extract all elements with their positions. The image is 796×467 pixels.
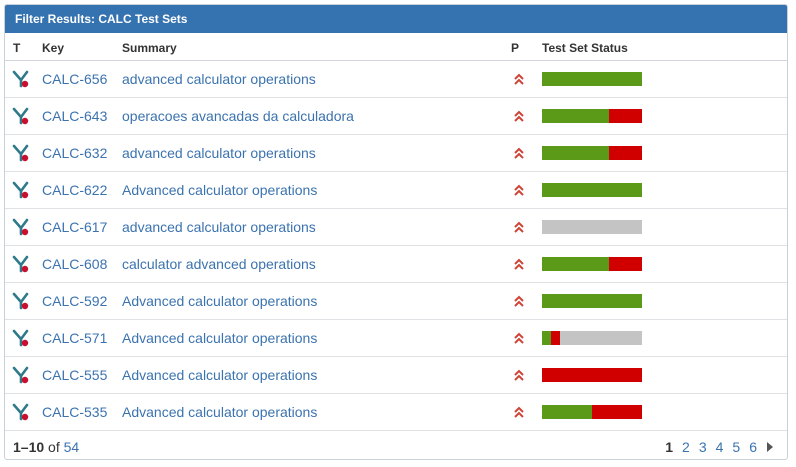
status-segment-green — [542, 294, 642, 308]
issue-summary-link[interactable]: advanced calculator operations — [122, 219, 316, 235]
priority-high-icon — [513, 405, 525, 419]
test-set-icon — [12, 366, 30, 384]
table-row: CALC-632 advanced calculator operations — [5, 135, 787, 172]
test-set-status-bar[interactable] — [542, 294, 642, 308]
test-set-icon — [12, 107, 30, 125]
priority-high-icon — [513, 368, 525, 382]
test-set-icon — [12, 329, 30, 347]
issue-key-link[interactable]: CALC-592 — [42, 293, 108, 309]
status-segment-green — [542, 109, 609, 123]
col-header-priority[interactable]: P — [511, 41, 520, 55]
priority-high-icon — [513, 331, 525, 345]
status-segment-red — [609, 146, 642, 160]
issue-key-link[interactable]: CALC-632 — [42, 145, 108, 161]
table-row: CALC-571 Advanced calculator operations — [5, 320, 787, 357]
table-row: CALC-535 Advanced calculator operations — [5, 394, 787, 431]
priority-high-icon — [513, 183, 525, 197]
status-segment-green — [542, 72, 642, 86]
table-row: CALC-643 operacoes avancadas da calculado… — [5, 98, 787, 135]
test-set-status-bar[interactable] — [542, 146, 642, 160]
issue-key-link[interactable]: CALC-608 — [42, 256, 108, 272]
status-segment-green — [542, 257, 609, 271]
issue-key-link[interactable]: CALC-617 — [42, 219, 108, 235]
test-set-icon — [12, 403, 30, 421]
result-total[interactable]: 54 — [63, 439, 80, 455]
status-segment-red — [542, 368, 642, 382]
col-header-summary[interactable]: Summary — [122, 41, 177, 55]
page-link[interactable]: 4 — [715, 439, 724, 455]
test-set-status-bar[interactable] — [542, 220, 642, 234]
priority-high-icon — [513, 72, 525, 86]
column-headers: T Key Summary P Test Set Status — [5, 33, 787, 61]
result-range: 1–10 — [13, 439, 45, 455]
test-set-status-bar[interactable] — [542, 183, 642, 197]
issue-key-link[interactable]: CALC-571 — [42, 330, 108, 346]
status-segment-red — [592, 405, 642, 419]
issue-summary-link[interactable]: Advanced calculator operations — [122, 404, 318, 420]
issue-summary-link[interactable]: advanced calculator operations — [122, 145, 316, 161]
page-link[interactable]: 5 — [732, 439, 741, 455]
issue-summary-link[interactable]: Advanced calculator operations — [122, 293, 318, 309]
test-set-icon — [12, 144, 30, 162]
col-header-type[interactable]: T — [13, 41, 21, 55]
page-current: 1 — [665, 439, 674, 455]
status-segment-green — [542, 405, 592, 419]
issue-key-link[interactable]: CALC-643 — [42, 108, 108, 124]
issue-summary-link[interactable]: calculator advanced operations — [122, 256, 316, 272]
issue-key-link[interactable]: CALC-535 — [42, 404, 108, 420]
status-segment-green — [542, 331, 551, 345]
issue-key-link[interactable]: CALC-656 — [42, 71, 108, 87]
next-page-icon[interactable] — [767, 442, 773, 452]
status-segment-green — [542, 183, 642, 197]
col-header-status[interactable]: Test Set Status — [542, 41, 628, 55]
test-set-status-bar[interactable] — [542, 368, 642, 382]
status-segment-grey — [560, 331, 642, 345]
status-segment-red — [609, 109, 642, 123]
filter-results-gadget: Filter Results: CALC Test Sets T Key Sum… — [4, 4, 788, 460]
test-set-status-bar[interactable] — [542, 72, 642, 86]
test-set-icon — [12, 292, 30, 310]
test-set-status-bar[interactable] — [542, 109, 642, 123]
table-row: CALC-622 Advanced calculator operations — [5, 172, 787, 209]
issue-summary-link[interactable]: advanced calculator operations — [122, 71, 316, 87]
priority-high-icon — [513, 146, 525, 160]
pagination: 1 2 3 4 5 6 — [656, 439, 757, 455]
status-segment-green — [542, 146, 609, 160]
test-set-status-bar[interactable] — [542, 331, 642, 345]
test-set-icon — [12, 218, 30, 236]
gadget-title: Filter Results: CALC Test Sets — [5, 5, 787, 33]
col-header-key[interactable]: Key — [42, 41, 65, 55]
test-set-icon — [12, 255, 30, 273]
priority-high-icon — [513, 109, 525, 123]
issue-summary-link[interactable]: operacoes avancadas da calculadora — [122, 108, 354, 124]
test-set-icon — [12, 70, 30, 88]
page-link[interactable]: 6 — [749, 439, 757, 455]
priority-high-icon — [513, 294, 525, 308]
result-of: of — [48, 439, 60, 455]
issue-summary-link[interactable]: Advanced calculator operations — [122, 367, 318, 383]
results-footer: 1–10 of 54 1 2 3 4 5 6 — [5, 432, 787, 459]
issue-summary-link[interactable]: Advanced calculator operations — [122, 182, 318, 198]
test-set-status-bar[interactable] — [542, 405, 642, 419]
page-link[interactable]: 3 — [698, 439, 707, 455]
table-row: CALC-592 Advanced calculator operations — [5, 283, 787, 320]
issue-summary-link[interactable]: Advanced calculator operations — [122, 330, 318, 346]
status-segment-grey — [542, 220, 642, 234]
test-set-icon — [12, 181, 30, 199]
table-row: CALC-617 advanced calculator operations — [5, 209, 787, 246]
table-row: CALC-608 calculator advanced operations — [5, 246, 787, 283]
result-count: 1–10 of 54 — [13, 439, 79, 455]
page-link[interactable]: 2 — [682, 439, 690, 455]
priority-high-icon — [513, 220, 525, 234]
table-row: CALC-656 advanced calculator operations — [5, 61, 787, 98]
issue-key-link[interactable]: CALC-555 — [42, 367, 108, 383]
issue-key-link[interactable]: CALC-622 — [42, 182, 108, 198]
table-row: CALC-555 Advanced calculator operations — [5, 357, 787, 394]
test-set-status-bar[interactable] — [542, 257, 642, 271]
status-segment-red — [609, 257, 642, 271]
priority-high-icon — [513, 257, 525, 271]
status-segment-red — [551, 331, 560, 345]
